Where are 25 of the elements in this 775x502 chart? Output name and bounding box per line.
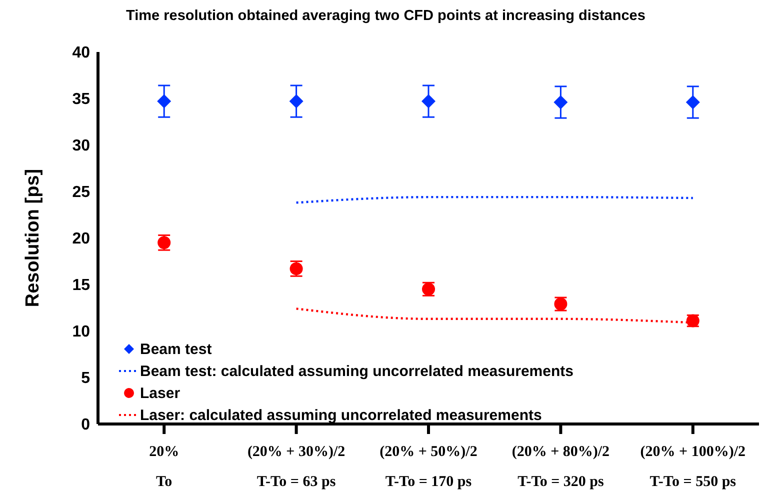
legend-label: Beam test: calculated assuming uncorrelated measurements	[140, 362, 574, 380]
y-tick-label: 40	[72, 44, 90, 62]
point	[289, 94, 304, 108]
y-tick-label: 15	[72, 277, 90, 294]
chart-title: Time resolution obtained averaging two CFD points at increasing distances	[126, 8, 646, 24]
point	[686, 95, 700, 110]
y-tick-label: 0	[81, 416, 90, 434]
y-tick-label: 30	[72, 138, 90, 155]
y-tick-label: 10	[72, 324, 90, 341]
y-tick-label: 35	[72, 91, 90, 108]
point	[157, 94, 172, 108]
x-tick-label: (20% + 100%)/2 T-To = 550 ps	[640, 444, 746, 490]
x-tick-label: (20% + 50%)/2 T-To = 170 ps	[380, 444, 478, 490]
y-tick-label: 20	[72, 230, 90, 248]
point	[554, 95, 568, 110]
legend-label: Laser: calculated assuming uncorrelated measurements	[140, 406, 542, 424]
x-tick-label: 20% To	[149, 444, 180, 490]
point	[422, 94, 436, 108]
x-tick-label: (20% + 80%)/2 T-To = 320 ps	[512, 444, 610, 490]
legend-label: Beam test	[140, 340, 212, 358]
legend-label: Laser	[140, 384, 180, 402]
y-tick-label: 5	[81, 370, 90, 388]
y-tick-label: 25	[72, 184, 90, 202]
x-tick-label: (20% + 30%)/2 T-To = 63 ps	[247, 444, 346, 490]
y-axis-title: Resolution [ps]	[22, 168, 44, 308]
